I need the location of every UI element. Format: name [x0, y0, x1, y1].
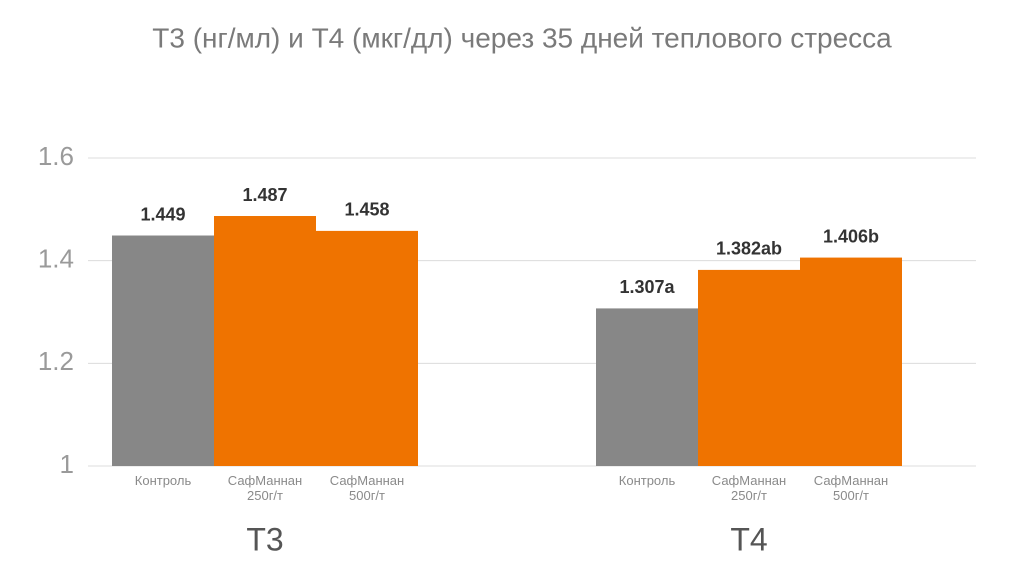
x-tick-label: СафМаннан 250г/т — [228, 473, 302, 503]
bar — [596, 308, 698, 466]
x-tick-label-line: Контроль — [135, 473, 192, 488]
y-tick-label: 1.6 — [38, 141, 74, 171]
value-label: 1.406b — [823, 226, 879, 246]
group-label: T3 — [246, 521, 283, 557]
bar — [214, 216, 316, 466]
y-tick-label: 1 — [60, 449, 74, 479]
value-label: 1.449 — [140, 204, 185, 224]
bar — [698, 269, 800, 466]
x-tick-label: Контроль — [619, 473, 676, 488]
x-tick-label-line: СафМаннан — [228, 473, 302, 488]
y-tick-label: 1.4 — [38, 244, 74, 274]
y-tick-label: 1.2 — [38, 346, 74, 376]
value-label: 1.458 — [344, 200, 389, 220]
x-tick-label-line: СафМаннан — [330, 473, 404, 488]
x-tick-label-line: Контроль — [619, 473, 676, 488]
x-tick-label: СафМаннан 250г/т — [712, 473, 786, 503]
x-tick-label: Контроль — [135, 473, 192, 488]
group-label: T4 — [730, 521, 767, 557]
x-tick-label-line: 250г/т — [247, 488, 283, 503]
bar — [316, 230, 418, 466]
bar — [800, 257, 902, 466]
x-tick-label-line: СафМаннан — [814, 473, 888, 488]
value-label: 1.307a — [619, 277, 675, 297]
bar — [112, 235, 214, 466]
x-tick-label-line: СафМаннан — [712, 473, 786, 488]
x-tick-label: СафМаннан 500г/т — [330, 473, 404, 503]
x-tick-label-line: 250г/т — [731, 488, 767, 503]
x-tick-label-line: 500г/т — [349, 488, 385, 503]
x-tick-label-line: 500г/т — [833, 488, 869, 503]
value-label: 1.487 — [242, 185, 287, 205]
chart-title: T3 (нг/мл) и T4 (мкг/дл) через 35 дней т… — [152, 22, 892, 53]
x-tick-label: СафМаннан 500г/т — [814, 473, 888, 503]
value-label: 1.382ab — [716, 239, 782, 259]
